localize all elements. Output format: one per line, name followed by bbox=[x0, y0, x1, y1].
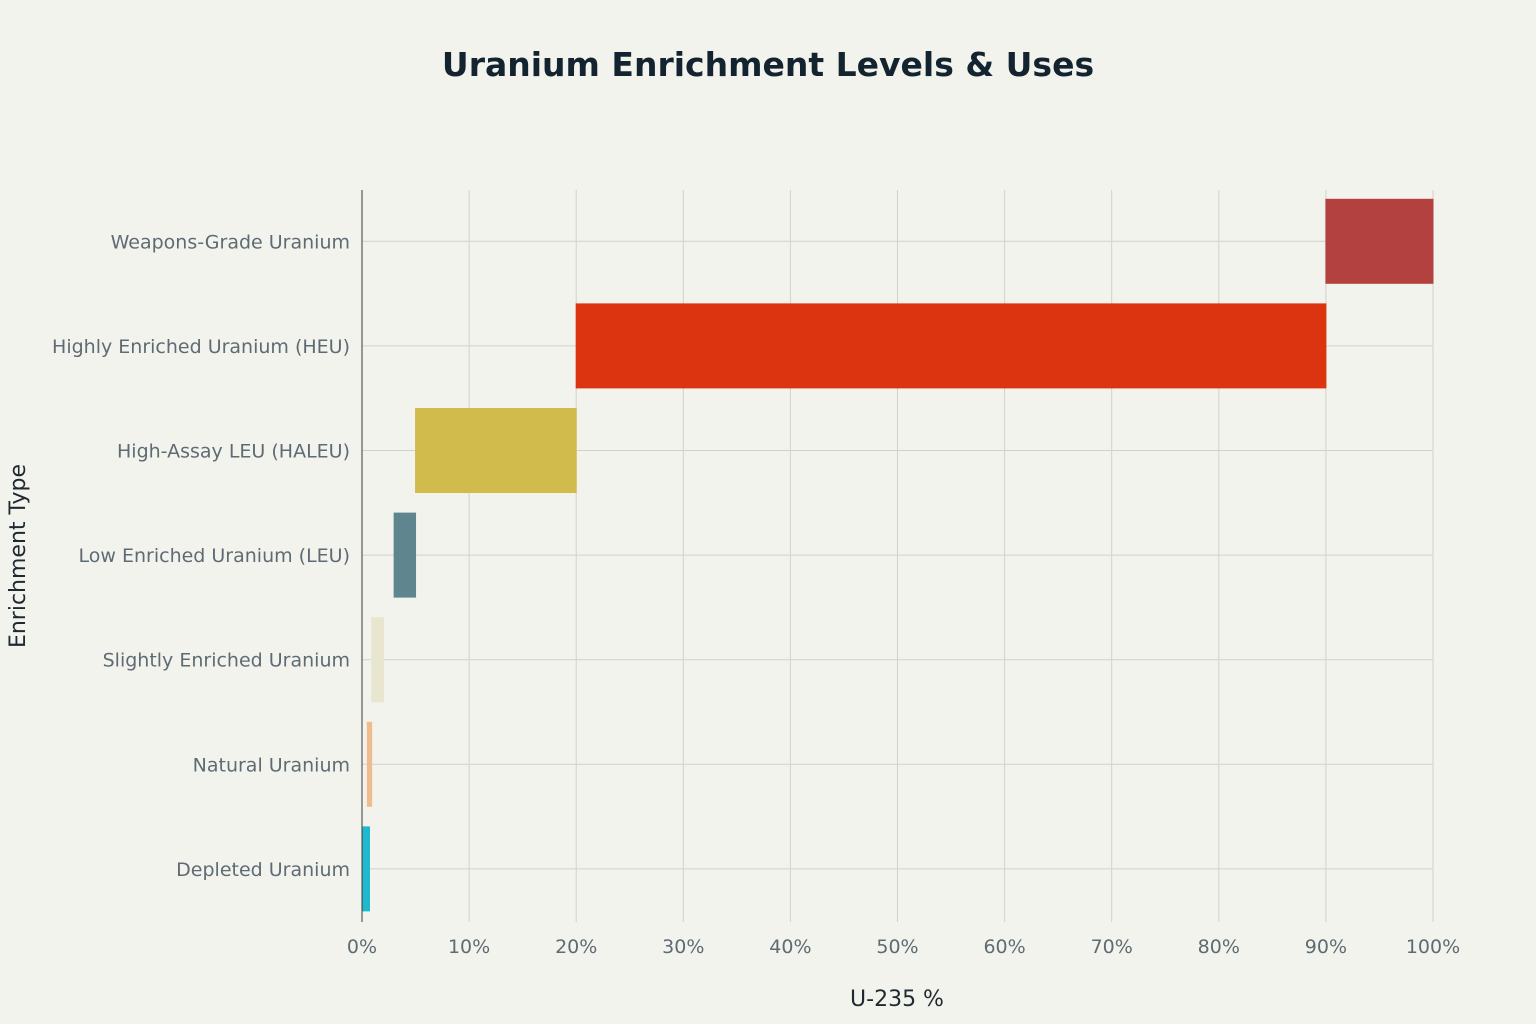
gridlines bbox=[362, 190, 1434, 922]
bar-highly-enriched-uranium-heu bbox=[575, 303, 1327, 389]
chart-title: Uranium Enrichment Levels & Uses bbox=[442, 45, 1094, 84]
y-tick-label: Slightly Enriched Uranium bbox=[103, 650, 350, 672]
bar-low-enriched-uranium-leu bbox=[393, 512, 417, 598]
x-tick-label: 20% bbox=[555, 936, 597, 958]
x-tick-label: 100% bbox=[1406, 936, 1460, 958]
x-tick-labels: 0% 10% 20% 30% 40% 50% 60% 70% 80% 90% 100% bbox=[347, 936, 1460, 958]
y-tick-label: Weapons-Grade Uranium bbox=[111, 231, 350, 253]
y-axis-title: Enrichment Type bbox=[6, 464, 31, 648]
bar-weapons-grade-uranium bbox=[1325, 198, 1434, 284]
x-tick-label: 60% bbox=[983, 936, 1025, 958]
bar-natural-uranium bbox=[366, 721, 373, 807]
x-axis-title: U-235 % bbox=[850, 987, 944, 1012]
x-tick-label: 80% bbox=[1198, 936, 1240, 958]
bar-high-assay-leu-haleu bbox=[415, 408, 577, 493]
bar-depleted-uranium bbox=[361, 826, 370, 912]
y-tick-label: Low Enriched Uranium (LEU) bbox=[79, 545, 350, 567]
bar-slightly-enriched-uranium bbox=[371, 617, 384, 703]
y-tick-label: Natural Uranium bbox=[193, 754, 350, 776]
x-tick-label: 50% bbox=[876, 936, 918, 958]
x-tick-label: 90% bbox=[1305, 936, 1347, 958]
x-tick-label: 0% bbox=[347, 936, 377, 958]
y-tick-label: Depleted Uranium bbox=[176, 859, 350, 881]
x-tick-label: 40% bbox=[769, 936, 811, 958]
x-tick-label: 10% bbox=[448, 936, 490, 958]
bars bbox=[361, 198, 1434, 912]
y-tick-label: Highly Enriched Uranium (HEU) bbox=[52, 336, 350, 358]
y-tick-label: High-Assay LEU (HALEU) bbox=[117, 441, 350, 463]
y-tick-labels: Weapons-Grade Uranium Highly Enriched Ura… bbox=[52, 231, 350, 881]
x-tick-label: 30% bbox=[662, 936, 704, 958]
x-tick-label: 70% bbox=[1091, 936, 1133, 958]
